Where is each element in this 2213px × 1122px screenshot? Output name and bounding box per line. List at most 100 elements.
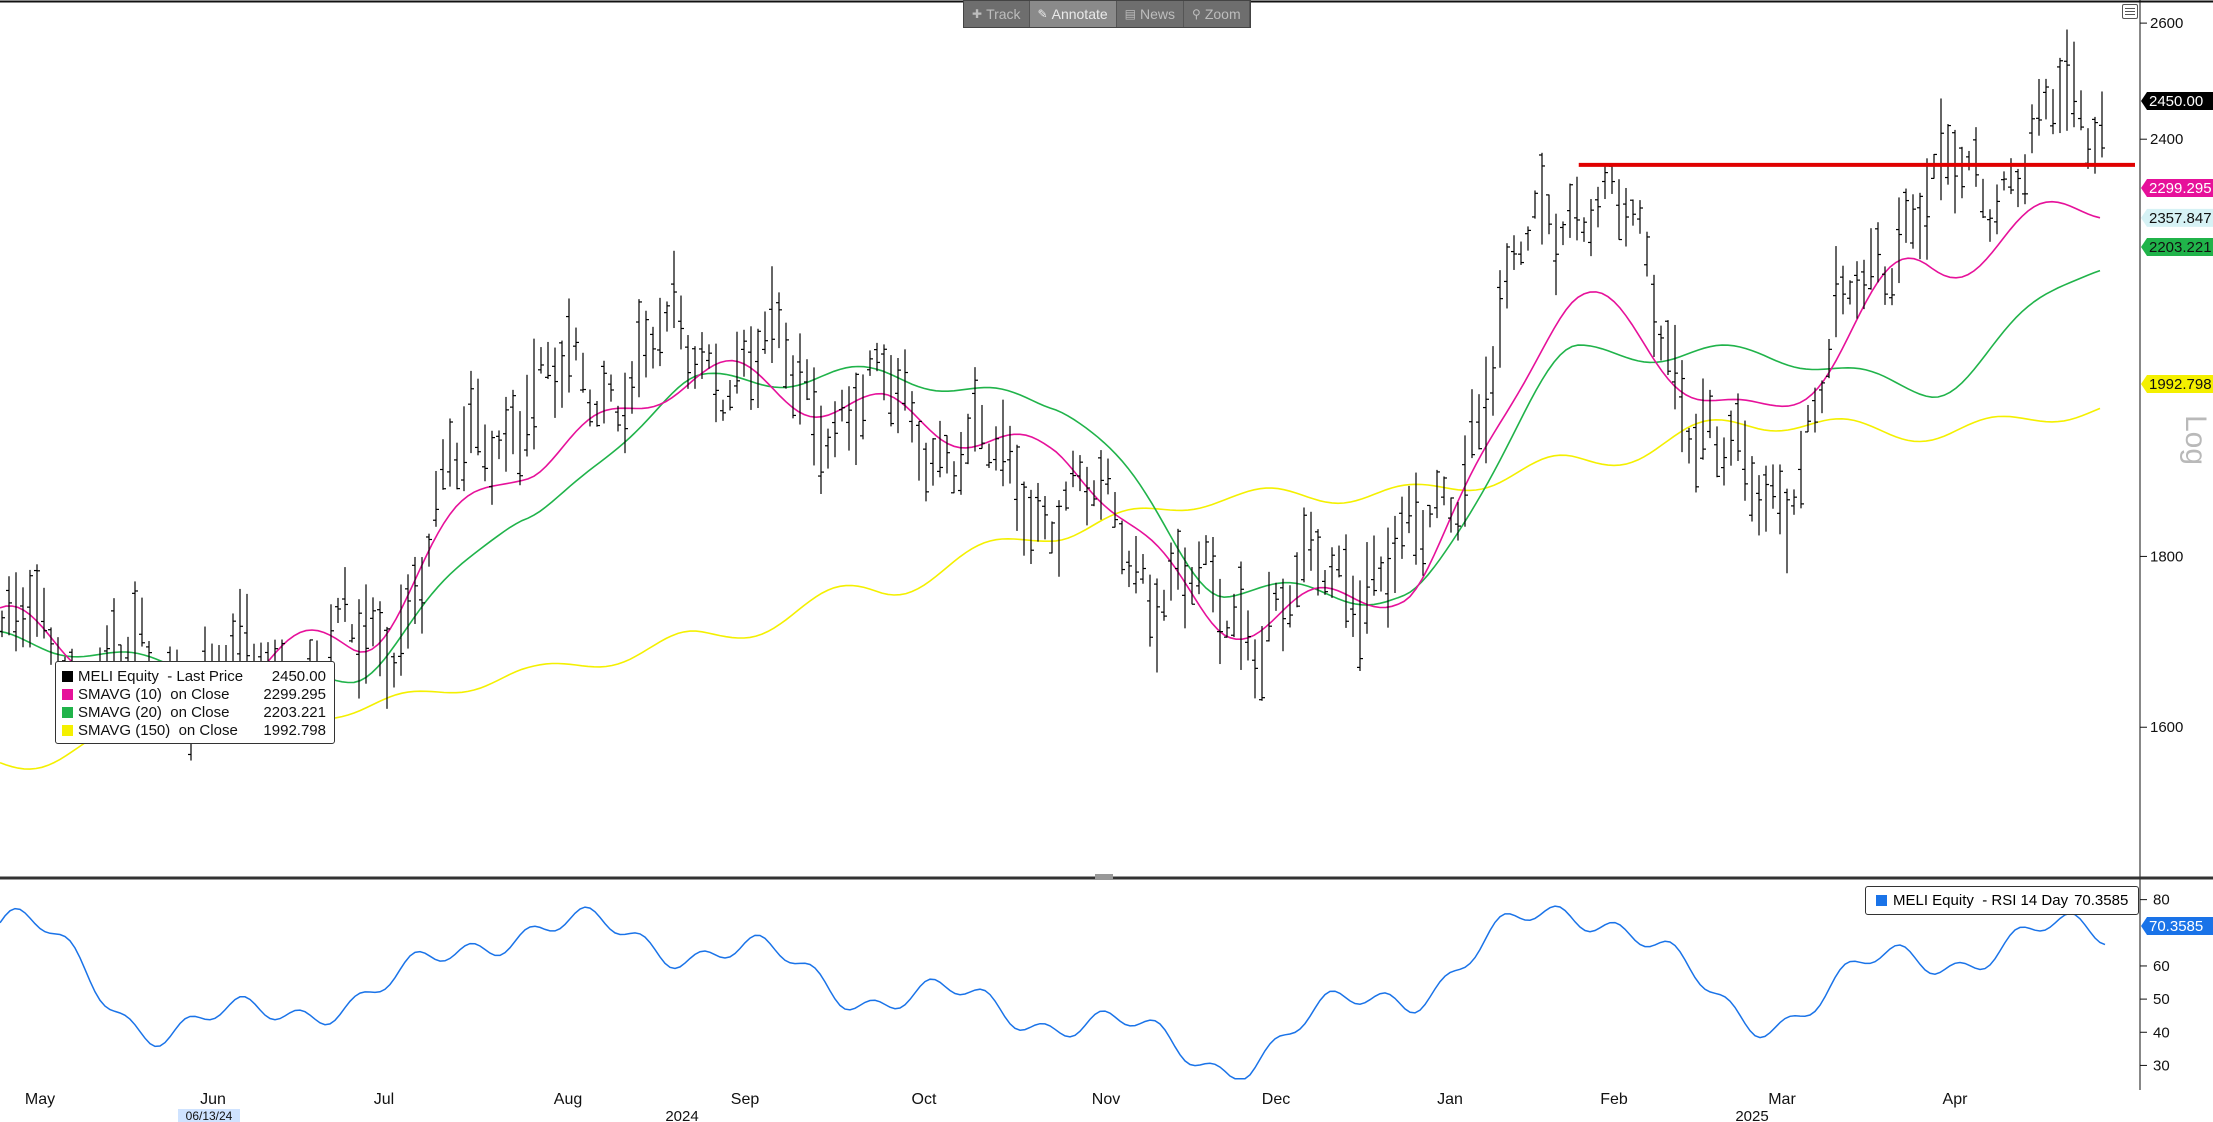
price-bar (713, 343, 719, 423)
price-bar (1756, 475, 1762, 536)
price-bar (370, 597, 376, 647)
price-bar (1532, 190, 1538, 219)
price-bar (1987, 209, 1993, 242)
price-bar (1413, 472, 1419, 565)
price-bar (482, 424, 488, 482)
price-bar (496, 430, 502, 460)
price-bar (405, 574, 411, 649)
price-bar (1686, 427, 1692, 464)
track-button[interactable]: ✚ Track (964, 1, 1030, 27)
rsi-value-tag: 70.3585 (2141, 917, 2213, 935)
price-bar (2050, 89, 2056, 135)
price-bar (1861, 259, 1867, 310)
price-bar (1182, 547, 1188, 629)
price-bar (1847, 280, 1853, 305)
price-bar (629, 361, 635, 414)
price-bar (2099, 91, 2105, 158)
price-bar (678, 295, 684, 350)
price-bar (951, 461, 957, 494)
price-tick-label: 1600 (2150, 719, 2183, 736)
chart-settings-icon[interactable] (2122, 4, 2138, 19)
price-bar (657, 297, 663, 367)
svg-text:1992.798: 1992.798 (2149, 376, 2212, 393)
price-legend[interactable]: MELI Equity - Last Price 2450.00 SMAVG (1… (55, 661, 335, 744)
month-label: Feb (1600, 1091, 1628, 1108)
price-bar (2043, 78, 2049, 120)
series-line-smavg-1 (0, 200, 2101, 700)
month-label: Mar (1768, 1091, 1796, 1108)
rsi-legend[interactable]: MELI Equity - RSI 14 Day 70.3585 (1865, 886, 2140, 915)
price-bar (811, 367, 817, 466)
price-bar (741, 329, 747, 377)
price-bar (720, 399, 726, 421)
sma20-tag: 2203.221 (2141, 238, 2213, 256)
price-bar (902, 349, 908, 411)
price-bar (748, 326, 754, 410)
price-bar (1231, 593, 1237, 638)
price-bar (608, 374, 614, 402)
price-bar (531, 338, 537, 450)
price-bar (1420, 510, 1426, 576)
legend-item-sma10: SMAVG (10) on Close 2299.295 (62, 685, 326, 703)
price-bar (412, 556, 418, 624)
price-bar (615, 405, 621, 432)
price-bar (328, 604, 334, 672)
price-bar (881, 344, 887, 401)
price-bar (1770, 464, 1776, 509)
price-bar (1175, 528, 1181, 590)
price-bar (1581, 217, 1587, 242)
price-bar (1616, 179, 1622, 241)
price-bar (1714, 426, 1720, 478)
price-bar (1749, 456, 1755, 522)
price-bar (874, 342, 880, 372)
month-label: Jul (374, 1091, 394, 1108)
price-bar (2036, 78, 2042, 136)
price-bar (1959, 146, 1965, 199)
price-bar (1476, 394, 1482, 450)
price-bar (1329, 547, 1335, 598)
price-bar (139, 597, 145, 647)
rsi-tick-label: 60 (2153, 958, 2170, 975)
price-bar (1462, 435, 1468, 527)
price-bar (1595, 186, 1601, 228)
price-bar (391, 652, 397, 688)
price-bar (727, 380, 733, 411)
price-bar (832, 401, 838, 458)
price-bar (1952, 129, 1958, 214)
series-line-smavg-3 (0, 407, 2101, 770)
price-bar (1049, 521, 1055, 554)
legend-swatch (1876, 895, 1887, 906)
price-bar (13, 572, 19, 652)
price-bar (2064, 29, 2070, 131)
price-bar (6, 576, 12, 636)
price-bar (986, 443, 992, 468)
price-bar (1378, 556, 1384, 592)
annotate-button[interactable]: ✎ Annotate (1029, 1, 1117, 27)
price-bar (1777, 464, 1783, 535)
price-bar (650, 326, 656, 369)
price-bar (769, 266, 775, 364)
price-bar (923, 442, 929, 502)
price-bar (1917, 192, 1923, 260)
price-tick-label: 2600 (2150, 15, 2183, 32)
price-bar (1217, 578, 1223, 665)
price-bar (1588, 198, 1594, 257)
price-bar (2029, 104, 2035, 154)
price-bar (1154, 578, 1160, 673)
price-bar (1077, 455, 1083, 492)
last-price-tag: 2450.00 (2141, 92, 2213, 110)
price-panel (0, 29, 2135, 770)
price-bar (1651, 274, 1657, 357)
zoom-button[interactable]: ⚲ Zoom (1184, 1, 1250, 27)
price-bar (860, 374, 866, 440)
legend-swatch (62, 670, 73, 682)
price-bar (1721, 437, 1727, 486)
price-bar (1147, 574, 1153, 647)
chart-toolbar: ✚ Track ✎ Annotate ▤ News ⚲ Zoom (963, 0, 1251, 28)
price-bar (1707, 389, 1713, 439)
price-bar (762, 311, 768, 354)
resistance-tag: 2357.847 (2141, 208, 2213, 227)
price-bar (1623, 187, 1629, 247)
pencil-icon: ✎ (1037, 7, 1048, 21)
news-button[interactable]: ▤ News (1117, 1, 1185, 27)
